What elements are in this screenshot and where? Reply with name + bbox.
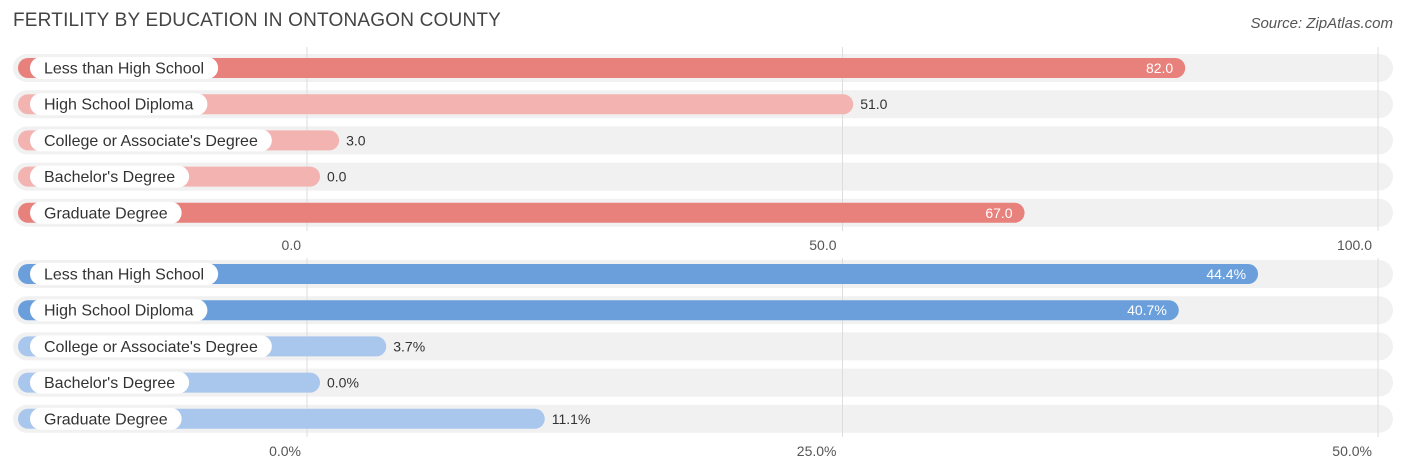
value-label: 51.0 — [860, 96, 887, 112]
value-label: 11.1% — [552, 411, 591, 427]
source-credit: Source: ZipAtlas.com — [1250, 15, 1393, 32]
value-label: 0.0% — [327, 375, 359, 391]
category-label: Bachelor's Degree — [44, 375, 175, 392]
tick-label: 25.0% — [797, 443, 837, 459]
category-pill — [30, 165, 190, 188]
category-label: Less than High School — [44, 267, 204, 284]
category-pill — [30, 129, 272, 152]
category-pill — [30, 371, 190, 394]
tick-label: 100.0 — [1337, 237, 1372, 253]
category-label: High School Diploma — [44, 97, 194, 114]
category-label: College or Associate's Degree — [44, 339, 258, 356]
category-pill — [30, 407, 182, 430]
value-label: 3.0 — [346, 132, 366, 148]
bar — [18, 94, 854, 115]
row-track — [13, 368, 1393, 397]
value-label: 0.0 — [327, 169, 347, 185]
category-label: Graduate Degree — [44, 411, 168, 428]
category-pill — [30, 263, 219, 285]
category-label: Graduate Degree — [44, 205, 168, 222]
tick-label: 50.0% — [1332, 443, 1372, 459]
chart-title: FERTILITY BY EDUCATION IN ONTONAGON COUN… — [13, 10, 502, 31]
bar — [18, 264, 1259, 284]
bar — [18, 58, 1186, 78]
bar — [18, 300, 1179, 321]
tick-label: 0.0 — [282, 237, 302, 253]
chart-panel-1: Less than High School 82.0 High School Dip… — [13, 47, 1393, 253]
row-track — [13, 126, 1393, 155]
value-label: 82.0 — [1146, 60, 1173, 76]
value-label: 40.7% — [1127, 302, 1167, 318]
category-label: Less than High School — [44, 61, 204, 78]
value-label: 3.7% — [393, 338, 425, 354]
category-pill — [30, 93, 208, 116]
tick-label: 0.0% — [269, 443, 301, 459]
value-label: 44.4% — [1206, 266, 1246, 282]
category-label: College or Associate's Degree — [44, 133, 258, 150]
category-label: High School Diploma — [44, 303, 194, 320]
bar — [18, 202, 1025, 223]
value-label: 67.0 — [985, 205, 1012, 221]
category-label: Bachelor's Degree — [44, 169, 175, 186]
row-track — [13, 162, 1393, 191]
tick-label: 50.0 — [809, 237, 836, 253]
category-pill — [30, 335, 272, 358]
category-pill — [30, 201, 182, 224]
chart-panel-2: Less than High School 44.4% High School Di… — [13, 258, 1393, 459]
category-pill — [30, 299, 208, 322]
category-pill — [30, 57, 219, 79]
